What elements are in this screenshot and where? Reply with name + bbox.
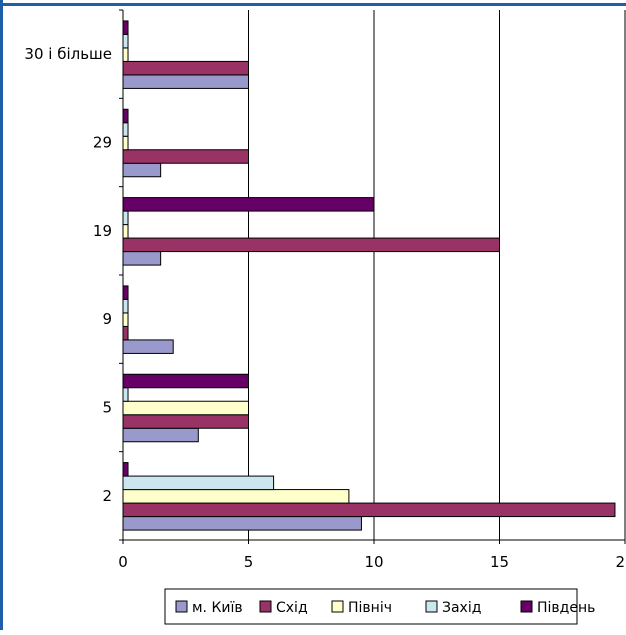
bar (122, 47, 129, 62)
bar (122, 251, 162, 266)
legend-label: Захід (442, 600, 481, 616)
bar (122, 312, 129, 327)
legend-swatch (425, 600, 438, 613)
category-label: 29 (93, 134, 112, 152)
legend-swatch (331, 600, 344, 613)
bar (122, 387, 129, 402)
x-tick-label: 0 (118, 553, 128, 571)
x-tick-label: 15 (490, 553, 509, 571)
bar (122, 502, 616, 518)
bar (122, 149, 249, 164)
bar (122, 475, 275, 491)
category-label: 2 (102, 487, 112, 505)
category-label: 5 (102, 399, 112, 417)
bar (122, 162, 162, 178)
bar (122, 298, 129, 314)
bar (122, 20, 129, 35)
bar (122, 33, 129, 49)
legend-swatch (520, 600, 533, 613)
category-label: 19 (93, 222, 112, 240)
bar (122, 237, 500, 253)
bar (122, 197, 375, 212)
category-label: 30 і більше (24, 45, 112, 63)
bar (122, 339, 174, 354)
bar (122, 108, 129, 124)
bar (122, 224, 129, 239)
legend-box (164, 588, 578, 625)
bar (122, 135, 129, 151)
bar (122, 285, 129, 300)
legend-label: Схід (276, 600, 308, 616)
bar (122, 516, 362, 531)
legend-swatch (175, 600, 188, 613)
bar (122, 427, 199, 443)
bar (122, 122, 129, 137)
category-label: 9 (102, 310, 112, 328)
x-tick-label: 20 (615, 553, 626, 571)
bar (122, 210, 129, 226)
legend-label: Південь (537, 600, 595, 616)
legend-swatch (259, 600, 272, 613)
x-tick-label: 5 (244, 553, 254, 571)
legend-label: Північ (348, 600, 392, 616)
bar (122, 373, 249, 389)
bar (122, 489, 350, 504)
bar (122, 60, 249, 76)
bar (122, 462, 129, 477)
legend-label: м. Київ (192, 600, 243, 616)
bar (122, 325, 129, 341)
bar (122, 414, 249, 429)
bar (122, 400, 249, 416)
bar (122, 74, 249, 89)
x-tick-label: 10 (364, 553, 383, 571)
